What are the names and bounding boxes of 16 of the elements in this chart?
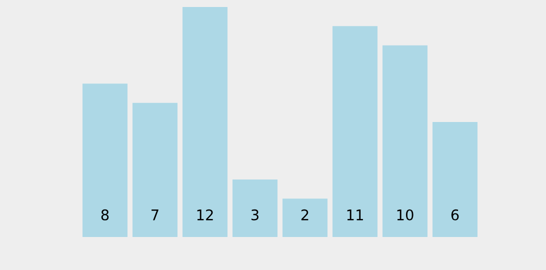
data-label: 2 xyxy=(301,209,308,220)
bar xyxy=(232,180,278,237)
data-label: 3 xyxy=(251,209,258,220)
data-label: 6 xyxy=(451,209,459,220)
bar xyxy=(332,26,378,237)
data-label: 12 xyxy=(197,209,213,220)
bar xyxy=(382,45,428,237)
bar xyxy=(82,84,128,237)
data-label: 8 xyxy=(101,209,109,220)
data-label: 7 xyxy=(152,210,158,220)
bar xyxy=(132,102,178,237)
bar xyxy=(282,198,328,237)
bar xyxy=(432,122,478,237)
data-label: 10 xyxy=(397,209,414,220)
bar xyxy=(182,7,228,237)
data-label: 11 xyxy=(347,210,363,220)
